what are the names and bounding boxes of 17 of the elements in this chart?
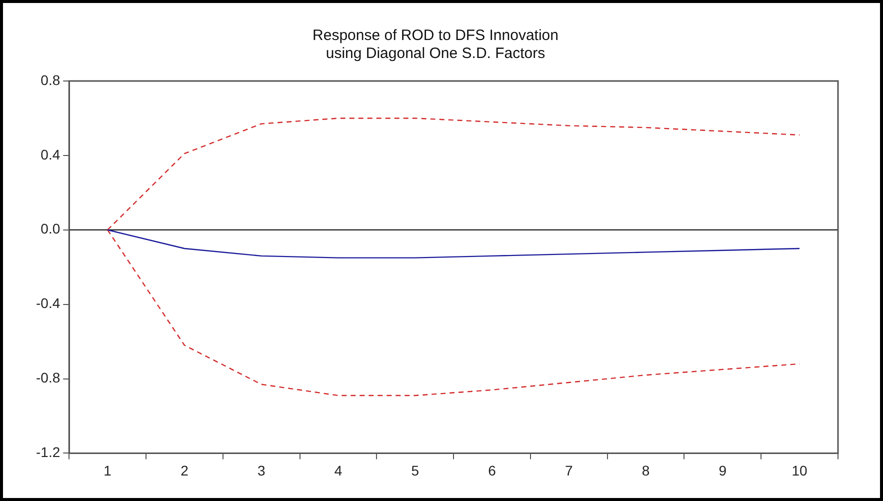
x-tick-label: 6 bbox=[488, 462, 496, 478]
y-tick-label: -1.2 bbox=[36, 444, 60, 460]
x-tick-label: 8 bbox=[642, 462, 650, 478]
x-tick-label: 7 bbox=[564, 462, 573, 478]
y-tick-label: 0.8 bbox=[40, 72, 60, 88]
x-tick-label: 10 bbox=[792, 462, 808, 478]
x-tick-label: 1 bbox=[104, 462, 112, 478]
x-tick-label: 9 bbox=[718, 462, 727, 478]
x-tick-label: 2 bbox=[180, 462, 189, 478]
y-tick-label: 0.4 bbox=[40, 146, 60, 162]
chart-title: Response of ROD to DFS Innovation using Diagonal One S.D. Factors bbox=[312, 27, 558, 62]
y-tick-label: 0.0 bbox=[40, 220, 60, 237]
y-tick-label: -0.8 bbox=[36, 370, 60, 386]
x-tick-label: 4 bbox=[334, 462, 342, 478]
x-tick-label: 5 bbox=[411, 462, 420, 478]
y-tick-label: -0.4 bbox=[36, 295, 60, 312]
x-tick-label: 3 bbox=[257, 462, 266, 478]
